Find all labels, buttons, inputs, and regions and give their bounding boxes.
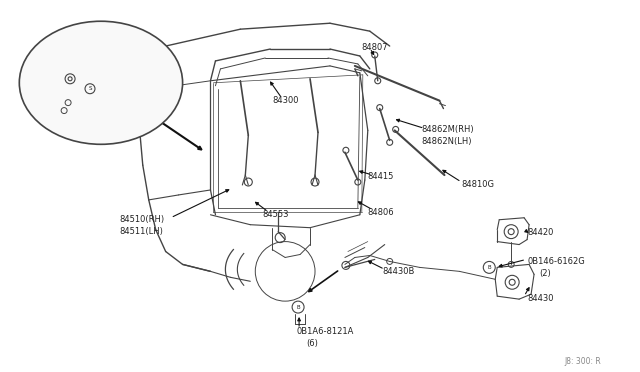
- Text: 84400EA: 84400EA: [113, 109, 150, 118]
- Text: 84300: 84300: [272, 96, 299, 105]
- Text: B: B: [296, 305, 300, 310]
- Text: 84420: 84420: [527, 228, 554, 237]
- Ellipse shape: [19, 21, 182, 144]
- Text: J8: 300: R: J8: 300: R: [564, 357, 601, 366]
- Text: (2): (2): [539, 269, 551, 278]
- Text: 0B146-6162H: 0B146-6162H: [113, 84, 170, 93]
- Text: 84862N(LH): 84862N(LH): [422, 137, 472, 146]
- Text: 84807: 84807: [362, 43, 388, 52]
- Text: (4): (4): [113, 94, 125, 103]
- Text: S: S: [88, 86, 92, 91]
- Text: B: B: [488, 265, 491, 270]
- Text: 84810G: 84810G: [461, 180, 494, 189]
- Text: 84413M(LH): 84413M(LH): [96, 51, 147, 60]
- Text: 84806: 84806: [368, 208, 394, 217]
- Text: 84510(RH): 84510(RH): [119, 215, 164, 224]
- Text: 84511(LH): 84511(LH): [119, 227, 163, 236]
- Text: 84400E: 84400E: [113, 69, 145, 78]
- Text: 84430: 84430: [527, 294, 554, 303]
- Text: (6): (6): [306, 339, 318, 348]
- Text: 84415: 84415: [368, 172, 394, 181]
- Text: 0B146-6162G: 0B146-6162G: [527, 257, 585, 266]
- Text: 84862M(RH): 84862M(RH): [422, 125, 474, 134]
- Text: 0B1A6-8121A: 0B1A6-8121A: [296, 327, 353, 336]
- Text: 84410M(RH): 84410M(RH): [96, 39, 148, 48]
- Text: 84553: 84553: [262, 210, 289, 219]
- Text: 84430B: 84430B: [383, 267, 415, 276]
